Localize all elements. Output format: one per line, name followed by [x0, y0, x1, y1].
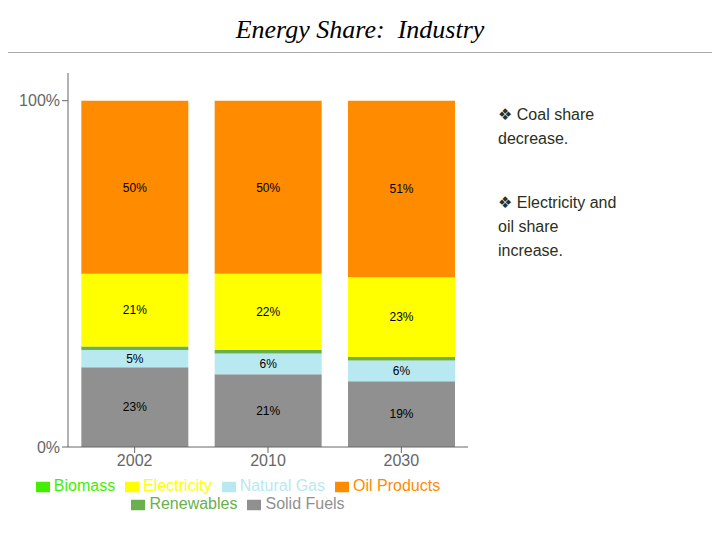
- svg-text:21%: 21%: [256, 404, 280, 418]
- svg-text:19%: 19%: [389, 407, 413, 421]
- html-text:Renewables: Renewables: [149, 495, 238, 512]
- html-text:❖ Electricity and oil share in: ❖ Electricity and oil share increase.: [498, 194, 617, 259]
- html-text:Natural Gas: Natural Gas: [239, 477, 325, 494]
- svg-text:100%: 100%: [19, 92, 60, 109]
- svg-text:22%: 22%: [256, 305, 280, 319]
- html-text:Electricity: Electricity: [143, 477, 212, 494]
- svg-text:50%: 50%: [256, 181, 280, 195]
- svg-text:50%: 50%: [123, 181, 147, 195]
- svg-text:2002: 2002: [117, 452, 153, 469]
- svg-text:23%: 23%: [123, 400, 147, 414]
- svg-text:23%: 23%: [389, 310, 413, 324]
- html-text:❖ Coal share decrease.: ❖ Coal share decrease.: [498, 106, 595, 147]
- svg-text:2010: 2010: [250, 452, 286, 469]
- html-text:Solid Fuels: Solid Fuels: [265, 495, 345, 512]
- svg-text:5%: 5%: [126, 352, 144, 366]
- svg-text:21%: 21%: [123, 303, 147, 317]
- html-text:Biomass: Biomass: [53, 477, 116, 494]
- svg-text:6%: 6%: [393, 364, 411, 378]
- html-text:Energy Share: Industry: Energy Share: Industry: [235, 15, 485, 44]
- svg-text:6%: 6%: [259, 357, 277, 371]
- svg-text:2030: 2030: [384, 452, 420, 469]
- html-text:Oil Products: Oil Products: [353, 477, 441, 494]
- svg-text:0%: 0%: [37, 439, 60, 456]
- svg-text:51%: 51%: [389, 182, 413, 196]
